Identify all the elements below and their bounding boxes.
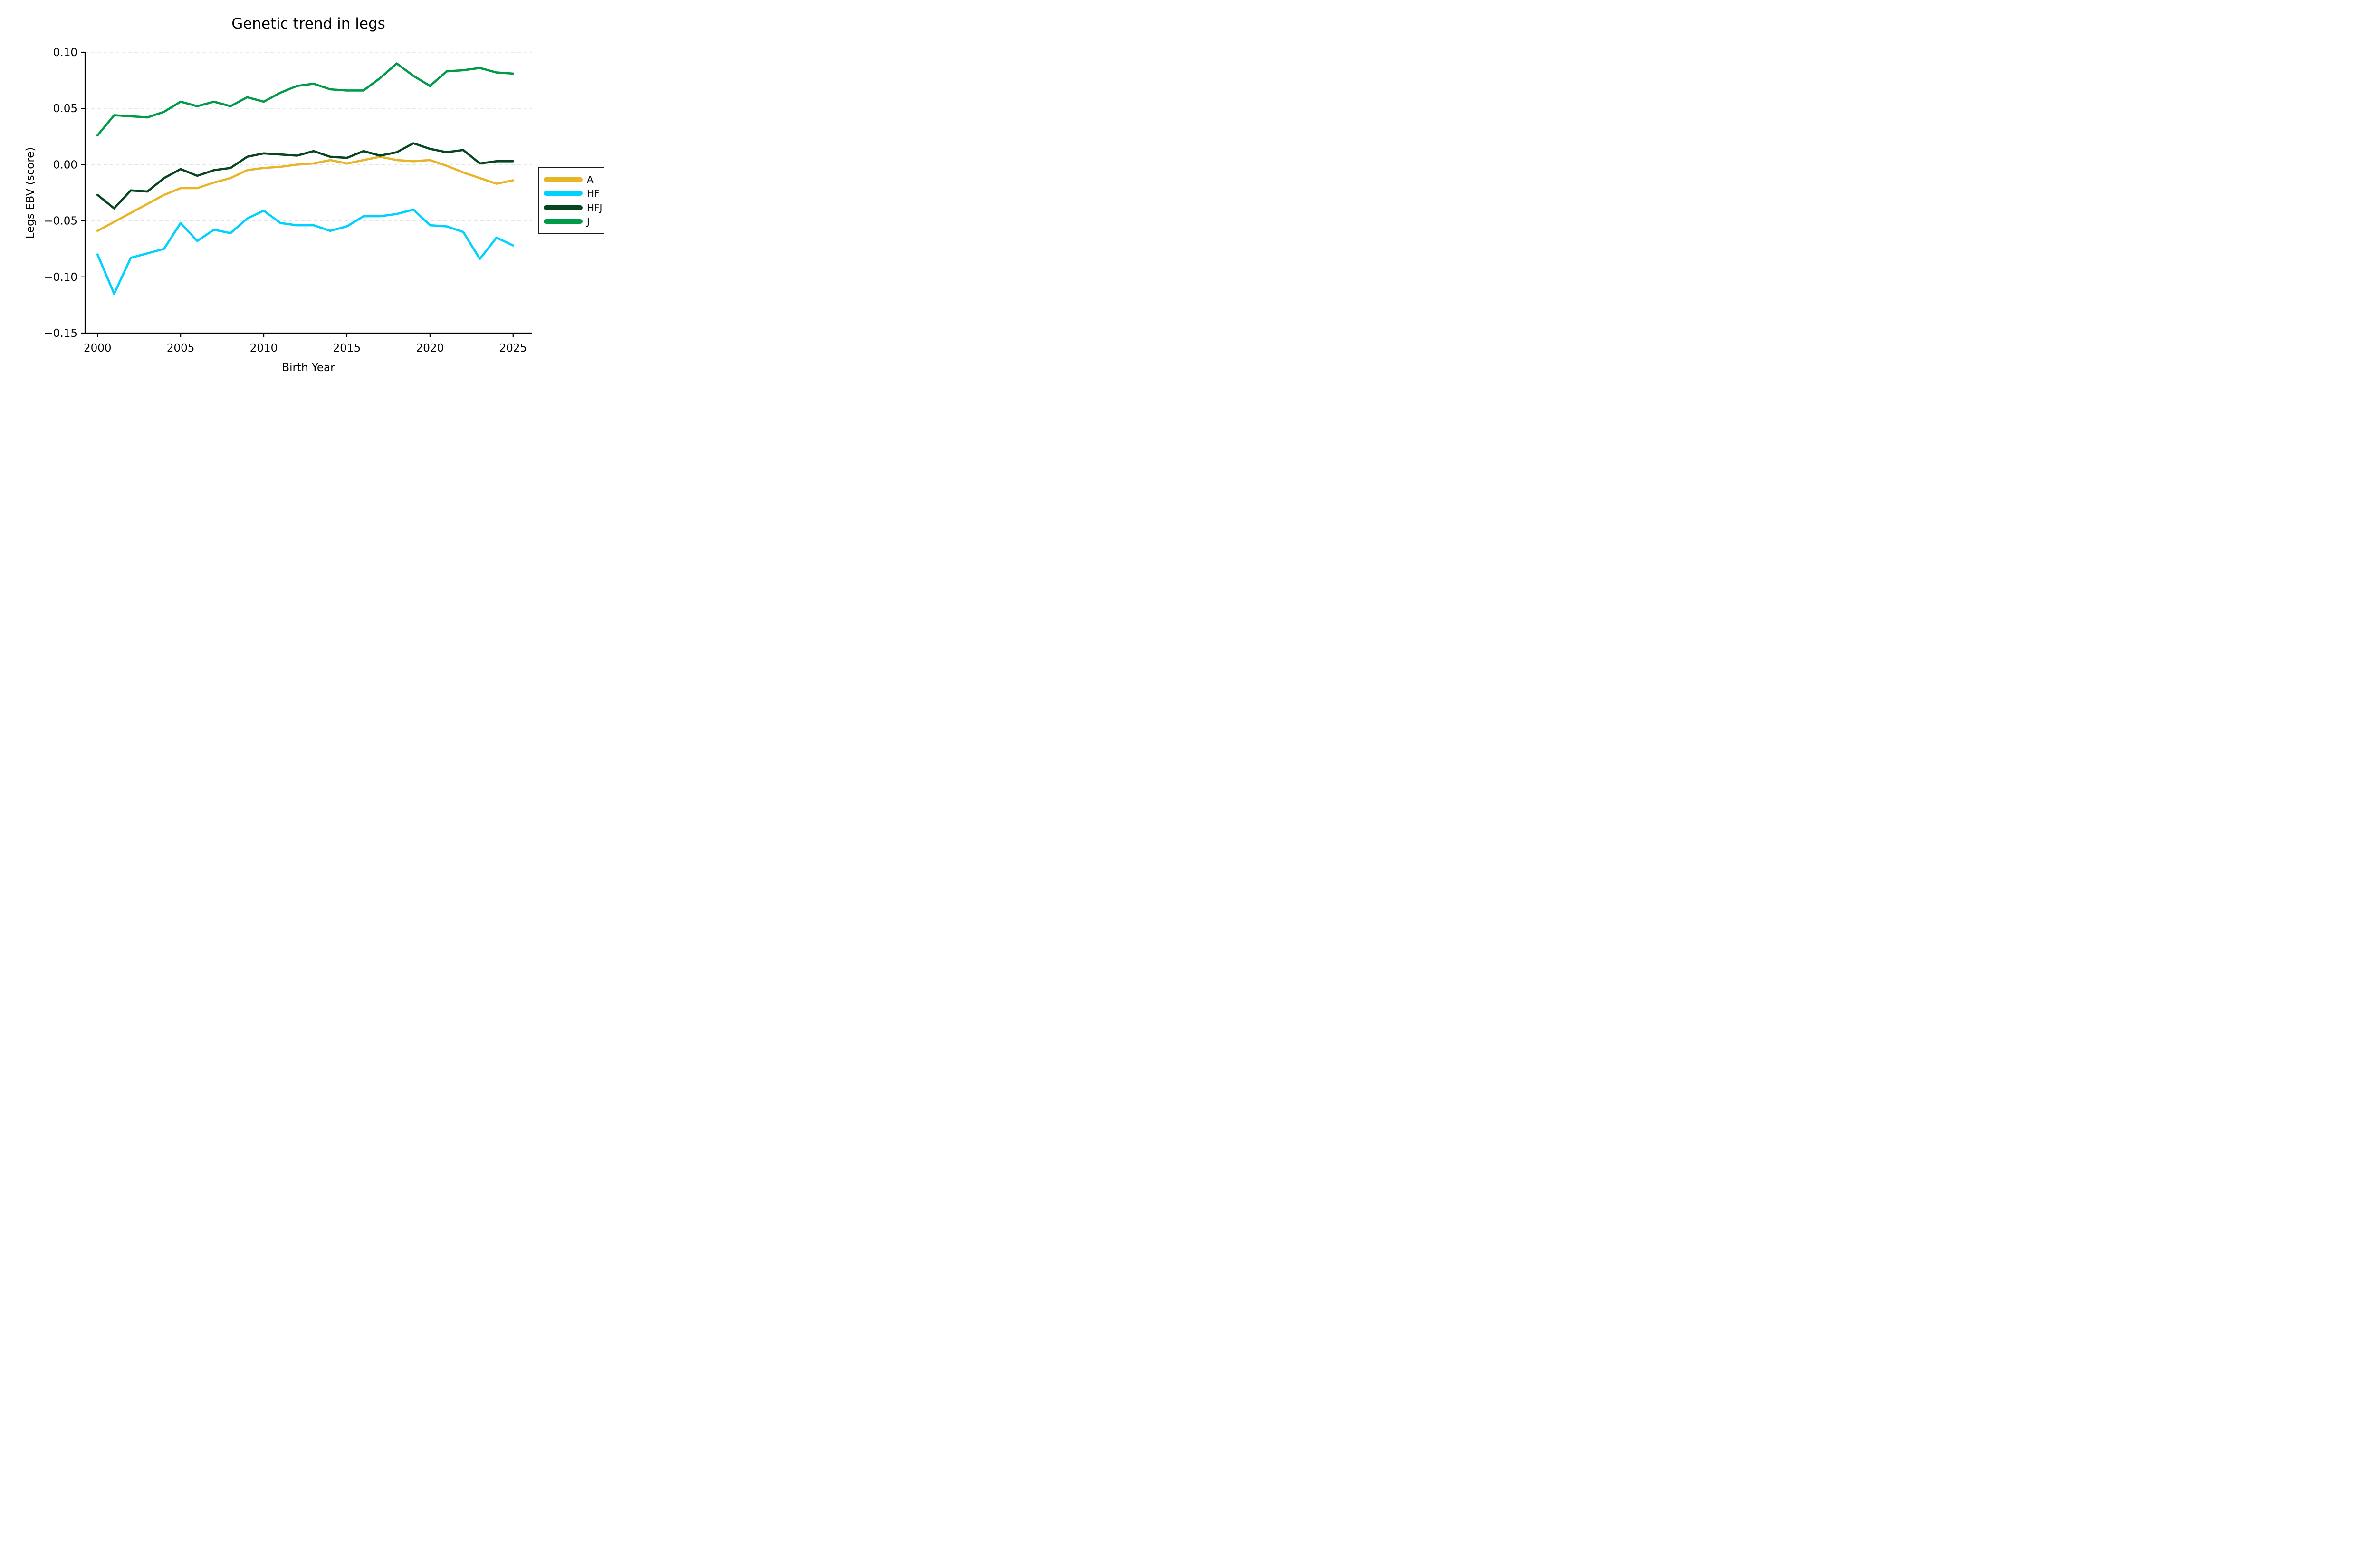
- y-axis-label: Legs EBV (score): [24, 147, 37, 239]
- legend-label: J: [587, 216, 590, 228]
- chart-figure: Genetic trend in legs 0.10 0.05 0.00 −0.05 −…: [0, 0, 642, 392]
- legend-swatch-HF: [544, 191, 583, 196]
- legend-label: HF: [587, 188, 600, 200]
- series-line-HFJ: [96, 142, 515, 210]
- x-tick-label: 2015: [333, 342, 361, 354]
- series-line-A: [96, 155, 515, 232]
- legend-item: A: [544, 175, 604, 184]
- y-tick-label: 0.00: [53, 159, 77, 171]
- series-line-J: [96, 62, 515, 137]
- legend-label: HFJ: [587, 201, 603, 213]
- chart-title: Genetic trend in legs: [231, 15, 385, 32]
- series-line-HF: [96, 208, 515, 295]
- x-axis-label: Birth Year: [282, 362, 335, 374]
- x-tick-label: 2005: [167, 342, 195, 354]
- legend-swatch-J: [544, 219, 583, 224]
- legend-item: J: [544, 217, 604, 226]
- y-tick-label: −0.05: [44, 215, 77, 228]
- x-tick-label: 2010: [250, 342, 278, 354]
- legend: A HF HFJ J: [538, 167, 604, 234]
- x-tick-label: 2025: [499, 342, 527, 354]
- y-tick-label: 0.05: [53, 103, 77, 115]
- legend-swatch-A: [544, 177, 583, 182]
- legend-item: HFJ: [544, 203, 604, 212]
- x-tick-label: 2000: [84, 342, 112, 354]
- y-tick-label: −0.10: [44, 271, 77, 284]
- y-tick-label: −0.15: [44, 327, 77, 340]
- plot-area: 0.10 0.05 0.00 −0.05 −0.10 −0.15 2000 2005 2010 2…: [44, 47, 532, 354]
- legend-item: HF: [544, 189, 604, 198]
- legend-swatch-HFJ: [544, 205, 583, 210]
- y-tick-label: 0.10: [53, 47, 77, 59]
- x-tick-label: 2020: [416, 342, 444, 354]
- legend-label: A: [587, 173, 594, 185]
